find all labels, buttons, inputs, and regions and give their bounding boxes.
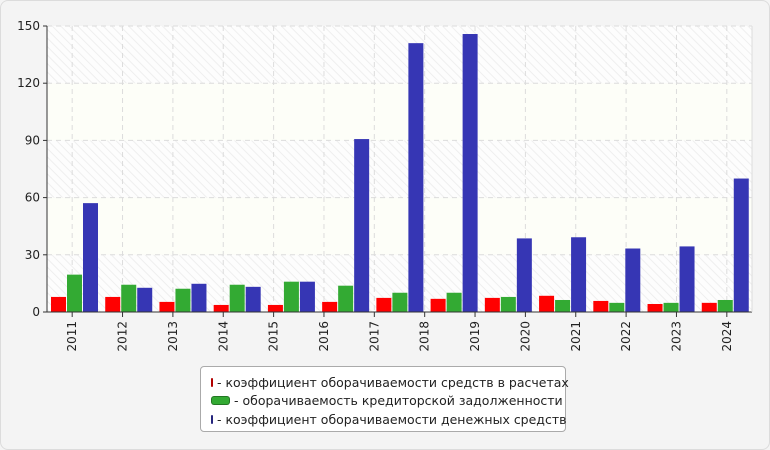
bar-2-7 — [392, 292, 408, 312]
y-tick-label: 90 — [25, 133, 40, 147]
bar-3-1 — [83, 203, 98, 312]
bar-2-10 — [555, 299, 571, 312]
plot-band — [47, 140, 752, 198]
bar-3-9 — [516, 238, 532, 312]
bar-1-10 — [539, 295, 555, 312]
bar-3-5 — [299, 281, 315, 312]
legend-label: - оборачиваемость кредиторской задолженн… — [234, 393, 563, 409]
bar-3-2 — [137, 287, 153, 312]
bar-2-5 — [283, 281, 299, 312]
bar-3-3 — [191, 283, 207, 312]
bar-1-5 — [267, 304, 283, 312]
x-tick-label: 2020 — [518, 321, 532, 352]
x-tick-label: 2015 — [267, 321, 281, 352]
x-tick-label: 2016 — [317, 321, 331, 352]
x-tick-label: 2017 — [367, 321, 381, 352]
bar-2-9 — [500, 296, 516, 312]
x-tick-label: 2019 — [468, 321, 482, 352]
bar-1-6 — [322, 301, 338, 312]
bar-2-8 — [446, 292, 462, 312]
legend-item-green: - оборачиваемость кредиторской задолженн… — [211, 392, 565, 411]
bar-3-4 — [245, 286, 261, 312]
bar-2-12 — [663, 302, 679, 312]
x-tick-label: 2018 — [418, 321, 432, 352]
x-tick-label: 2021 — [569, 321, 583, 352]
bar-1-2 — [105, 296, 121, 312]
legend: - коэффициент оборачиваемости средств в … — [200, 366, 569, 432]
bar-3-7 — [408, 43, 424, 312]
bar-2-1 — [67, 274, 82, 312]
x-tick-label: 2023 — [669, 321, 683, 352]
bar-1-12 — [647, 303, 663, 312]
bar-1-9 — [484, 297, 500, 312]
legend-item-red: - коэффициент оборачиваемости средств в … — [211, 373, 569, 392]
bar-1-11 — [593, 300, 609, 312]
legend-label: - коэффициент оборачиваемости денежных с… — [217, 411, 567, 427]
bar-2-11 — [609, 302, 625, 312]
legend-swatch-red — [211, 377, 213, 387]
bar-3-8 — [462, 34, 478, 313]
x-tick-label: 2012 — [116, 321, 130, 352]
bar-3-6 — [354, 139, 370, 312]
y-tick-label: 30 — [25, 248, 40, 262]
bar-1-7 — [376, 297, 392, 312]
bar-3-11 — [625, 248, 641, 312]
bar-2-4 — [229, 284, 245, 312]
bar-3-13 — [733, 178, 749, 312]
plot-band — [47, 83, 752, 141]
plot-band — [47, 26, 752, 84]
bar-1-8 — [430, 298, 446, 312]
bar-3-10 — [571, 237, 587, 312]
legend-label: - коэффициент оборачиваемости средств в … — [217, 374, 569, 390]
y-tick-label: 0 — [32, 305, 40, 319]
legend-swatch-blue — [211, 414, 213, 424]
x-tick-label: 2024 — [720, 321, 734, 352]
bar-1-13 — [701, 302, 717, 312]
bar-2-3 — [175, 288, 191, 312]
legend-item-blue: - коэффициент оборачиваемости денежных с… — [211, 410, 567, 429]
bar-2-2 — [121, 284, 137, 312]
bar-1-1 — [51, 296, 66, 312]
bar-1-4 — [213, 304, 229, 312]
bar-3-12 — [679, 246, 695, 312]
x-tick-label: 2014 — [216, 321, 230, 352]
x-tick-label: 2013 — [166, 321, 180, 352]
x-tick-label: 2022 — [619, 321, 633, 352]
y-tick-label: 120 — [17, 76, 40, 90]
legend-swatch-green — [211, 396, 230, 406]
y-tick-label: 150 — [17, 19, 40, 33]
plot-band — [47, 197, 752, 255]
x-tick-label: 2011 — [65, 321, 79, 352]
bar-1-3 — [159, 301, 175, 312]
bar-2-13 — [717, 299, 733, 312]
bar-2-6 — [338, 285, 354, 312]
y-tick-label: 60 — [25, 191, 40, 205]
